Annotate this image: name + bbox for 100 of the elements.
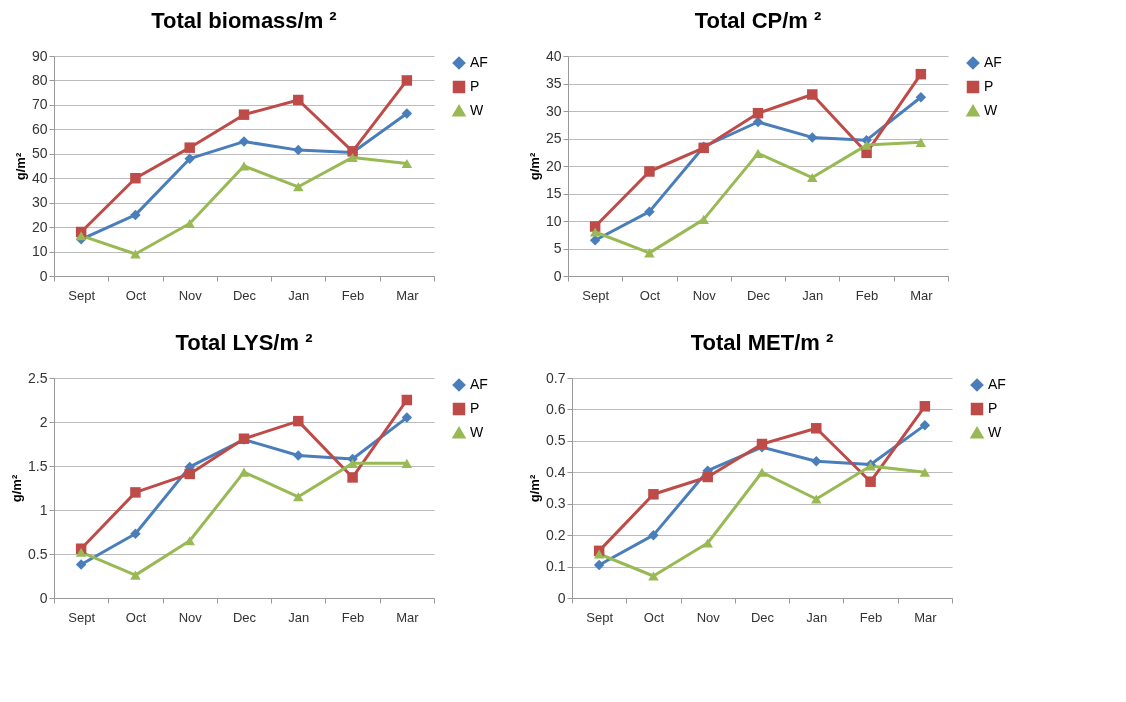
y-tick-label: 1 [39,501,48,518]
point [752,107,764,119]
chart-title: Total CP/m ² [694,8,822,33]
x-tick-label: Oct [125,287,147,303]
point [184,142,195,153]
y-tick-label: 60 [31,120,48,137]
x-tick-label: Feb [341,287,365,303]
legend-label: W [470,424,484,440]
legend-label: P [984,78,994,94]
point [293,94,304,106]
legend-label: W [470,102,484,118]
x-tick-label: Oct [643,609,665,625]
point [811,494,822,504]
x-tick-label: Jan [806,609,828,625]
x-tick-label: Nov [178,287,203,303]
point [238,136,250,147]
point [807,89,818,100]
x-tick-label: Oct [125,609,147,625]
legend-label: AF [470,376,488,392]
point [589,221,601,232]
point [919,401,931,412]
x-tick-label: Jan [802,287,824,303]
x-tick-label: Sept [582,287,610,303]
chart-title: Total MET/m ² [690,330,834,355]
point [401,412,413,423]
point [919,419,931,431]
point [644,166,655,177]
x-tick-label: Dec [232,609,257,625]
y-tick-label: 10 [31,243,48,260]
legend-label: AF [988,376,1006,392]
chart-title: Total LYS/m ² [175,330,313,355]
y-tick-label: 20 [545,157,562,174]
point [293,415,304,427]
y-tick-label: 40 [31,169,48,186]
point [589,227,601,237]
point [130,209,141,221]
legend-label: P [470,400,480,416]
point [293,144,304,156]
legend-label: AF [984,54,1002,70]
x-tick-label: Jan [288,609,310,625]
chart-title: Total biomass/m ² [151,8,337,33]
y-tick-label: 50 [31,145,48,162]
y-tick-label: 20 [31,218,48,235]
point [293,492,304,502]
y-tick-label: 15 [545,185,562,201]
y-axis-title: g/m² [9,474,25,503]
y-tick-label: 0.3 [546,495,566,512]
y-tick-label: 0 [557,589,566,606]
point [752,148,764,158]
point [648,529,659,541]
y-tick-label: 2.5 [28,369,48,386]
x-tick-label: Nov [178,609,203,625]
x-tick-label: Dec [232,287,257,303]
x-tick-label: Sept [68,609,96,625]
point [184,536,195,546]
legend-label: AF [470,54,488,70]
point [915,68,927,80]
x-tick-label: Mar [914,609,938,625]
point [593,549,605,559]
point [861,140,872,150]
x-tick-label: Feb [855,287,879,303]
y-tick-label: 0.4 [546,463,566,480]
y-tick-label: 0.7 [546,369,566,386]
x-tick-label: Sept [586,609,614,625]
point [184,468,195,480]
legend-label: W [984,102,998,118]
x-tick-label: Feb [859,609,883,625]
point [648,489,659,500]
x-tick-label: Jan [288,287,310,303]
point [238,161,250,171]
point [702,538,713,548]
point [347,458,358,468]
point [919,467,931,477]
y-axis-title: g/m² [527,474,543,503]
legend-label: P [988,400,998,416]
point [347,152,358,162]
y-tick-label: 25 [545,130,562,146]
point [130,570,141,580]
y-tick-label: 0 [553,267,562,284]
y-tick-label: 80 [31,71,48,88]
y-tick-label: 0.1 [546,558,566,575]
y-tick-label: 0.6 [546,400,566,417]
point [184,218,195,228]
y-tick-label: 30 [545,102,562,119]
point [293,450,304,461]
x-tick-label: Nov [692,287,717,303]
point [915,137,927,147]
point [401,458,413,468]
y-tick-label: 0.2 [546,526,566,543]
point [238,109,250,120]
point [184,153,195,164]
point [593,559,605,571]
point [811,456,822,467]
legend-label: W [988,424,1002,440]
y-tick-label: 40 [545,47,562,64]
point [130,249,141,259]
point [75,231,87,241]
y-tick-label: 0.5 [546,432,566,449]
point [644,206,655,217]
y-axis-title: g/m² [526,152,542,181]
